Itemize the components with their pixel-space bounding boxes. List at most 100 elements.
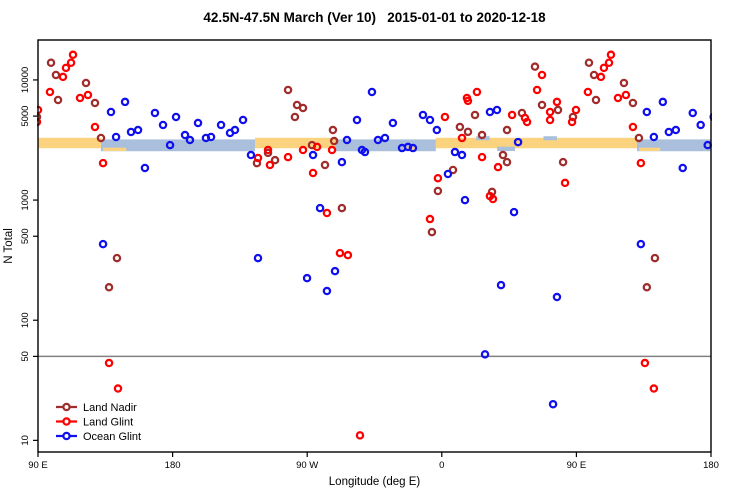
data-point bbox=[51, 70, 61, 80]
data-point bbox=[180, 130, 190, 140]
data-point bbox=[522, 117, 532, 127]
legend-label: Ocean Glint bbox=[83, 431, 141, 443]
data-point bbox=[463, 96, 473, 106]
y-tick-label: 500 bbox=[20, 228, 31, 244]
data-point bbox=[477, 130, 487, 140]
legend-label: Land Glint bbox=[83, 416, 133, 428]
data-point bbox=[604, 58, 614, 68]
data-point bbox=[206, 132, 216, 142]
data-point bbox=[548, 399, 558, 409]
expected-band-ocean-segment bbox=[100, 139, 256, 152]
data-point bbox=[688, 108, 698, 118]
data-point bbox=[636, 158, 646, 168]
data-point bbox=[335, 248, 345, 258]
data-point bbox=[113, 384, 123, 393]
data-point bbox=[628, 98, 638, 108]
data-point bbox=[450, 147, 460, 157]
plot-area bbox=[37, 50, 712, 440]
data-point bbox=[185, 135, 195, 145]
x-tick-label: 180 bbox=[165, 460, 181, 471]
data-point bbox=[502, 157, 512, 167]
data-point bbox=[104, 283, 114, 292]
data-point bbox=[290, 112, 300, 122]
data-point bbox=[308, 168, 318, 178]
expected-band-land-segment bbox=[435, 137, 637, 149]
data-point bbox=[678, 163, 687, 173]
data-point bbox=[583, 87, 593, 97]
data-point bbox=[283, 152, 293, 162]
legend-symbol-circle bbox=[62, 417, 71, 426]
data-point bbox=[532, 85, 542, 95]
data-point bbox=[433, 186, 443, 196]
data-point bbox=[696, 120, 705, 130]
data-point bbox=[328, 125, 338, 135]
data-point bbox=[640, 358, 650, 368]
data-point bbox=[322, 286, 332, 296]
data-point bbox=[329, 136, 339, 146]
data-point bbox=[470, 110, 480, 120]
data-point bbox=[45, 87, 55, 97]
data-point bbox=[81, 78, 91, 88]
data-point bbox=[320, 160, 330, 170]
data-point bbox=[355, 431, 365, 440]
data-point bbox=[342, 135, 352, 145]
data-point bbox=[66, 58, 76, 68]
data-point bbox=[367, 87, 377, 97]
data-point bbox=[337, 157, 347, 167]
data-point bbox=[599, 63, 609, 73]
data-point bbox=[472, 87, 482, 97]
data-point bbox=[571, 105, 581, 115]
legend-label: Land Nadir bbox=[83, 402, 137, 414]
y-tick-label: 1000 bbox=[20, 190, 31, 211]
data-point bbox=[53, 95, 63, 105]
data-point bbox=[628, 122, 638, 132]
data-point bbox=[433, 173, 443, 183]
data-point bbox=[460, 195, 470, 205]
expected-band-ocean-segment bbox=[335, 139, 436, 152]
data-point bbox=[83, 90, 93, 100]
data-point bbox=[492, 105, 502, 115]
data-point bbox=[37, 117, 42, 127]
data-point bbox=[589, 70, 599, 80]
x-tick-label: 90 W bbox=[296, 460, 318, 471]
data-point bbox=[58, 72, 68, 82]
legend-symbol-circle bbox=[62, 402, 71, 412]
data-point bbox=[552, 97, 562, 107]
data-point bbox=[427, 227, 437, 237]
x-axis-label: Longitude (deg E) bbox=[328, 476, 421, 488]
data-point bbox=[352, 115, 362, 125]
data-point bbox=[545, 107, 555, 117]
data-point bbox=[507, 110, 517, 120]
data-point bbox=[480, 350, 490, 359]
x-tick-label: 0 bbox=[439, 460, 444, 471]
data-point bbox=[636, 239, 646, 249]
data-point bbox=[545, 115, 555, 125]
data-point bbox=[171, 112, 181, 122]
data-point bbox=[596, 72, 606, 82]
data-point bbox=[408, 143, 418, 153]
data-point bbox=[106, 107, 116, 117]
data-point bbox=[664, 127, 674, 137]
data-point bbox=[308, 150, 318, 160]
data-point bbox=[552, 292, 562, 302]
data-point bbox=[649, 132, 659, 142]
data-point bbox=[373, 135, 383, 145]
data-point bbox=[650, 253, 660, 263]
data-point bbox=[493, 162, 503, 172]
data-point bbox=[265, 160, 275, 170]
data-point bbox=[606, 50, 616, 60]
data-point bbox=[558, 157, 568, 167]
data-point bbox=[298, 145, 308, 155]
data-point bbox=[104, 358, 114, 368]
data-point bbox=[457, 133, 467, 143]
data-point bbox=[230, 125, 240, 135]
series-land_glint bbox=[37, 50, 659, 440]
series-land_nadir bbox=[37, 58, 660, 292]
data-point bbox=[380, 133, 390, 143]
expected-band-patch bbox=[639, 147, 661, 152]
data-point bbox=[111, 132, 121, 142]
data-point bbox=[498, 150, 508, 160]
data-point bbox=[330, 266, 340, 276]
data-point bbox=[193, 118, 203, 128]
